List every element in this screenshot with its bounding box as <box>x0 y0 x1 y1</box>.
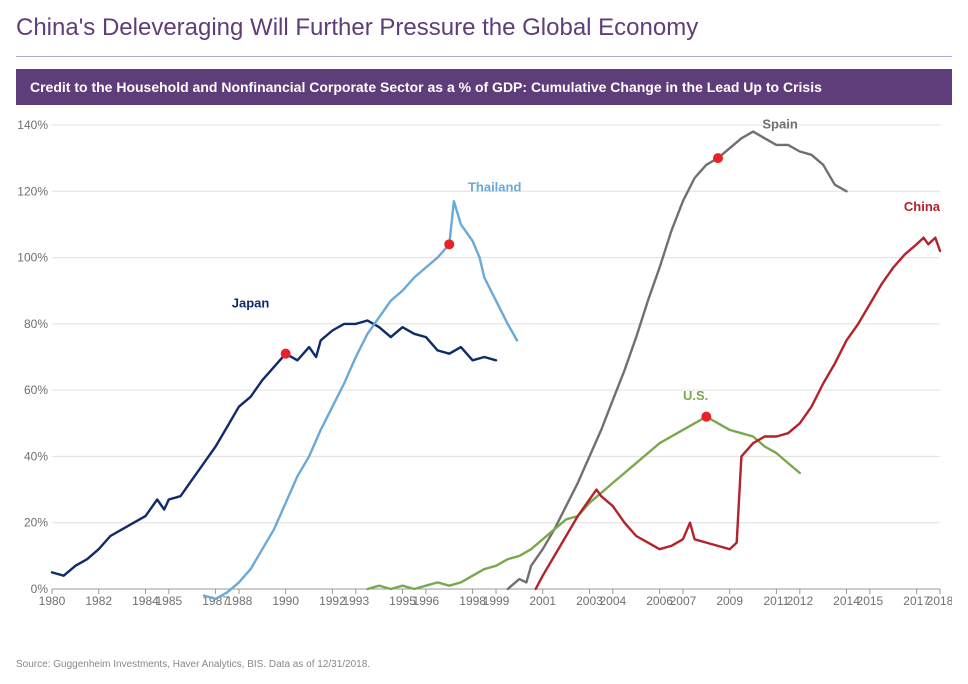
series-label-spain: Spain <box>762 116 797 131</box>
series-label-china: China <box>904 199 941 214</box>
svg-text:40%: 40% <box>24 449 48 463</box>
svg-text:1999: 1999 <box>483 594 510 608</box>
series-us <box>368 417 800 589</box>
svg-text:60%: 60% <box>24 383 48 397</box>
svg-text:1990: 1990 <box>272 594 299 608</box>
svg-text:2001: 2001 <box>529 594 556 608</box>
crisis-marker-us <box>701 412 711 422</box>
svg-text:20%: 20% <box>24 516 48 530</box>
chart-container: China's Deleveraging Will Further Pressu… <box>0 0 968 684</box>
title-divider <box>16 56 952 57</box>
crisis-marker-japan <box>281 349 291 359</box>
source-attribution: Source: Guggenheim Investments, Haver An… <box>16 659 370 670</box>
svg-text:1985: 1985 <box>155 594 182 608</box>
svg-text:1988: 1988 <box>226 594 253 608</box>
svg-text:2018: 2018 <box>927 594 952 608</box>
svg-text:2015: 2015 <box>857 594 884 608</box>
chart-area: 0%20%40%60%80%100%120%140%19801982198419… <box>16 109 952 639</box>
series-label-japan: Japan <box>232 295 270 310</box>
series-label-us: U.S. <box>683 388 708 403</box>
series-spain <box>508 132 847 589</box>
svg-text:1980: 1980 <box>39 594 66 608</box>
line-chart-svg: 0%20%40%60%80%100%120%140%19801982198419… <box>16 109 952 639</box>
svg-text:100%: 100% <box>17 251 48 265</box>
series-label-thailand: Thailand <box>468 179 522 194</box>
svg-text:2004: 2004 <box>599 594 626 608</box>
svg-text:2007: 2007 <box>670 594 697 608</box>
svg-text:2012: 2012 <box>786 594 813 608</box>
series-japan <box>52 321 496 576</box>
series-china <box>536 238 940 589</box>
series-thailand <box>204 201 517 599</box>
svg-text:2009: 2009 <box>716 594 743 608</box>
svg-text:1982: 1982 <box>85 594 112 608</box>
svg-text:120%: 120% <box>17 184 48 198</box>
svg-text:140%: 140% <box>17 118 48 132</box>
crisis-marker-thailand <box>444 239 454 249</box>
svg-text:1993: 1993 <box>342 594 369 608</box>
svg-text:1996: 1996 <box>413 594 440 608</box>
main-title: China's Deleveraging Will Further Pressu… <box>16 14 952 42</box>
svg-text:80%: 80% <box>24 317 48 331</box>
subtitle-bar: Credit to the Household and Nonfinancial… <box>16 69 952 105</box>
crisis-marker-spain <box>713 153 723 163</box>
